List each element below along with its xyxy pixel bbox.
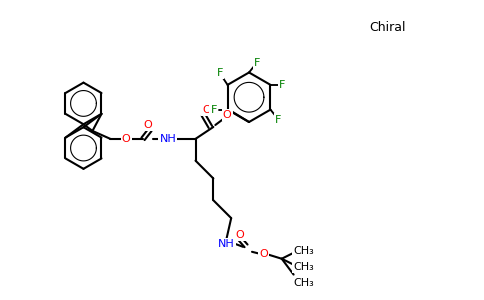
Text: NH: NH xyxy=(159,134,176,144)
Text: CH₃: CH₃ xyxy=(293,246,314,256)
Text: NH: NH xyxy=(218,239,235,249)
Text: CH₃: CH₃ xyxy=(293,262,314,272)
Text: CH₃: CH₃ xyxy=(293,278,314,287)
Text: F: F xyxy=(211,105,217,115)
Text: O: O xyxy=(202,105,211,115)
Text: Chiral: Chiral xyxy=(369,21,405,34)
Text: F: F xyxy=(254,58,260,68)
Text: O: O xyxy=(122,134,131,144)
Text: O: O xyxy=(236,230,244,240)
Text: F: F xyxy=(275,115,282,124)
Text: F: F xyxy=(216,68,223,78)
Text: F: F xyxy=(279,80,286,90)
Text: O: O xyxy=(259,249,268,259)
Text: O: O xyxy=(144,120,152,130)
Text: O: O xyxy=(223,110,232,120)
